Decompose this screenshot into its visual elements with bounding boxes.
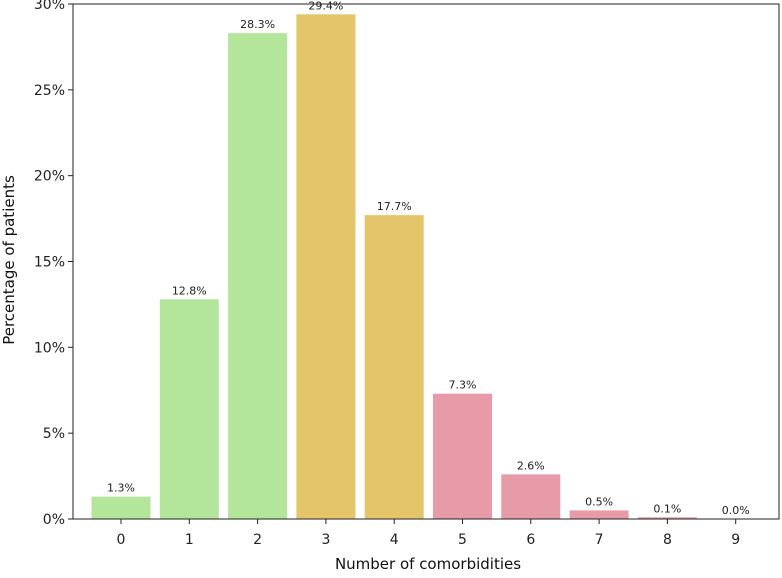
data-label-1: 12.8%	[172, 284, 207, 297]
x-axis-title: Number of comorbidities	[335, 555, 521, 573]
x-tick-label-1: 1	[185, 532, 194, 548]
bar-5	[433, 393, 492, 519]
y-tick-label-0: 0%	[43, 512, 65, 528]
x-tick-label-5: 5	[458, 532, 467, 548]
y-axis-title: Percentage of patients	[0, 175, 18, 345]
x-tick-label-8: 8	[663, 532, 672, 548]
bar-6	[501, 474, 561, 519]
bar-2	[228, 33, 288, 519]
y-tick-label-25: 25%	[34, 83, 65, 99]
bar-4	[364, 215, 424, 519]
y-tick-label-10: 10%	[34, 340, 65, 356]
data-label-5: 7.3%	[449, 379, 477, 392]
y-tick-label-30: 30%	[34, 0, 65, 13]
y-tick-label-5: 5%	[43, 426, 65, 442]
x-tick-label-4: 4	[390, 532, 399, 548]
plot-frame	[72, 3, 780, 520]
bar-1	[159, 299, 219, 519]
y-tick-label-15: 15%	[34, 255, 65, 271]
data-label-3: 29.4%	[308, 0, 343, 12]
x-tick-label-6: 6	[526, 532, 535, 548]
x-tick-label-3: 3	[321, 532, 330, 548]
data-label-0: 1.3%	[107, 482, 135, 495]
bar-8	[637, 517, 697, 519]
bar-7	[569, 510, 629, 519]
data-label-2: 28.3%	[240, 18, 275, 31]
y-tick-label-20: 20%	[34, 169, 65, 185]
x-tick-label-7: 7	[595, 532, 604, 548]
x-tick-label-0: 0	[117, 532, 126, 548]
data-label-7: 0.5%	[585, 495, 613, 508]
plot-area: 1.3% 0 12.8% 1 28.3% 2 29.4% 3 17.7% 4 7.3% 5 2.6% 6 0…	[34, 0, 780, 548]
x-tick-label-9: 9	[731, 532, 740, 548]
data-label-8: 0.1%	[653, 502, 681, 515]
data-label-6: 2.6%	[517, 459, 545, 472]
bar-3	[296, 14, 356, 520]
data-label-9: 0.0%	[722, 504, 750, 517]
x-tick-label-2: 2	[253, 532, 262, 548]
bar-0	[91, 496, 151, 519]
data-label-4: 17.7%	[377, 200, 412, 213]
